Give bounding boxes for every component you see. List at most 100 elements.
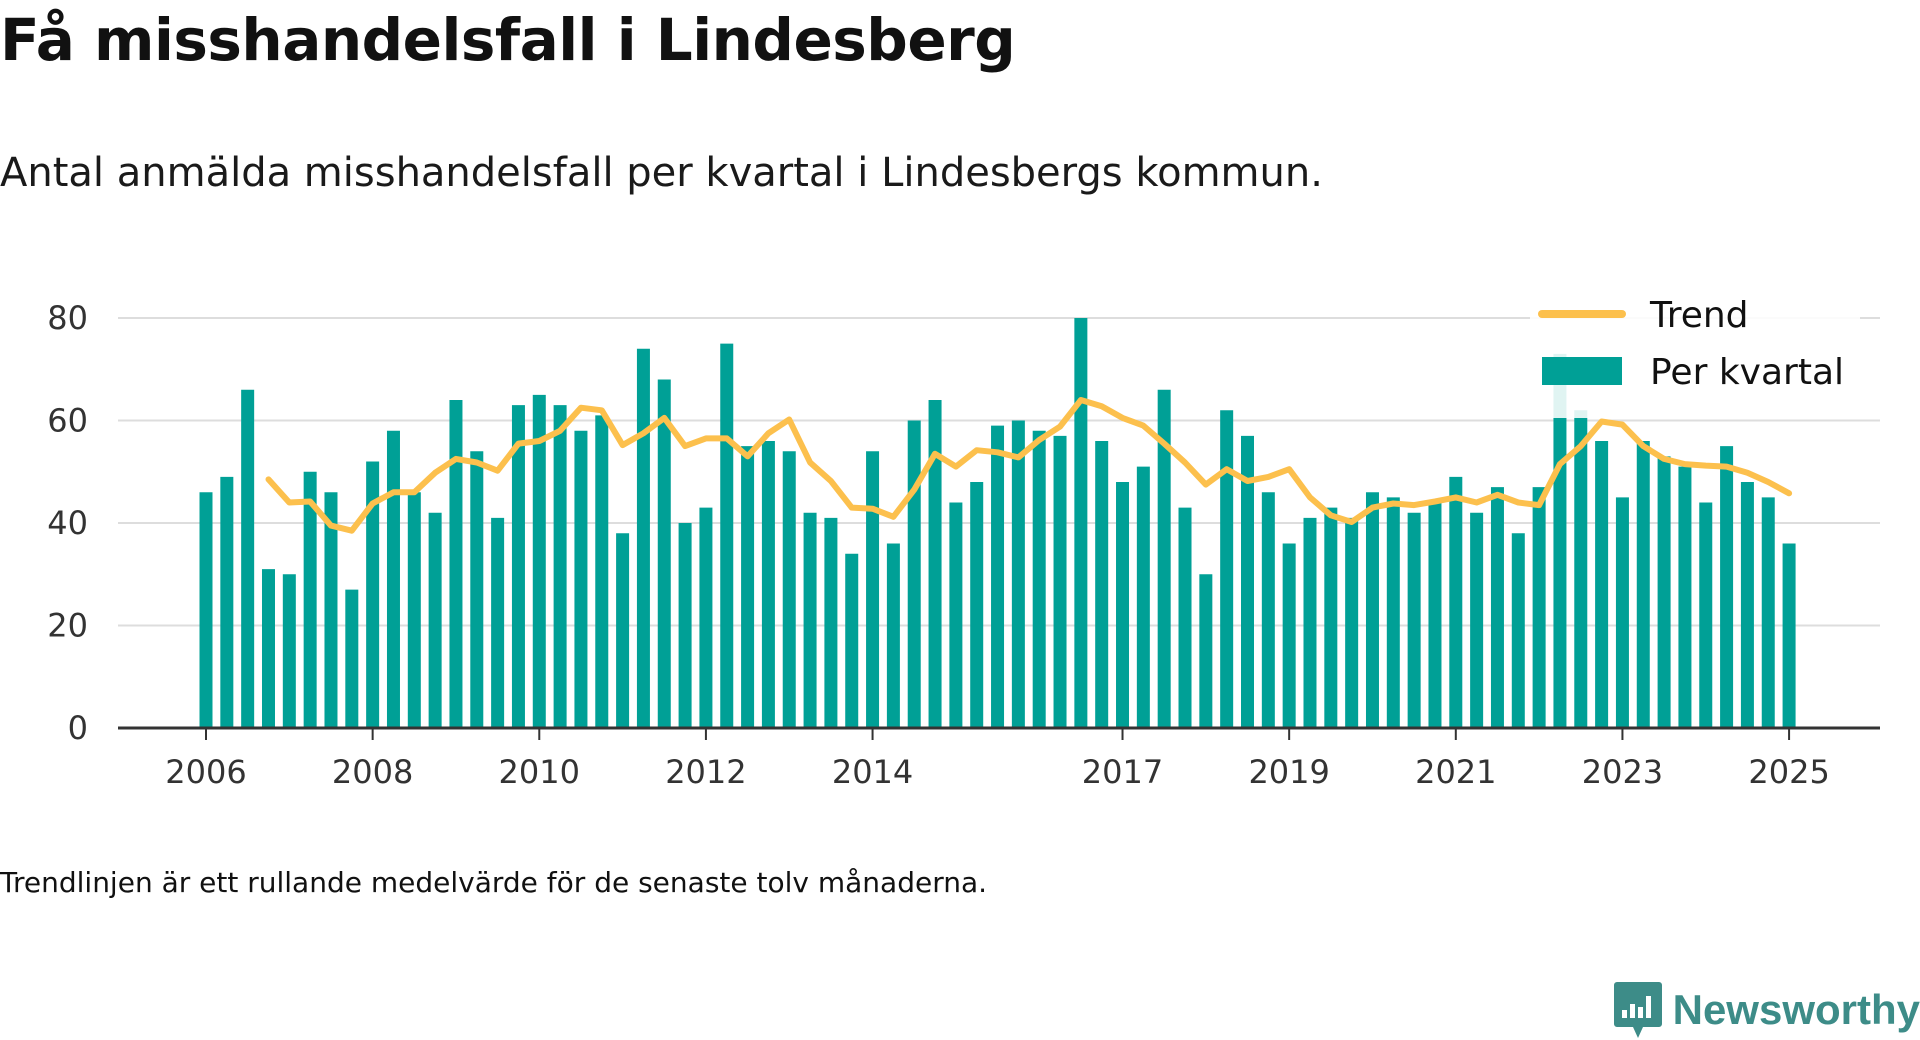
bar: [636, 348, 650, 728]
bar: [991, 425, 1005, 728]
bar: [199, 492, 213, 728]
bar: [907, 420, 921, 728]
x-tick-label: 2019: [1248, 753, 1329, 791]
bar: [1490, 487, 1504, 728]
bar: [1011, 420, 1025, 728]
bar: [1053, 435, 1067, 728]
bar: [1740, 482, 1754, 728]
bar: [782, 451, 796, 728]
bar: [1157, 389, 1171, 728]
bar: [407, 492, 421, 728]
bar: [616, 533, 630, 728]
footnote: Trendlinjen är ett rullande medelvärde f…: [0, 866, 988, 899]
bar: [1782, 543, 1796, 728]
bar: [1428, 502, 1442, 728]
bar: [1303, 517, 1317, 728]
bar: [1615, 497, 1629, 728]
bar: [1407, 512, 1421, 728]
y-tick-label: 80: [47, 299, 88, 337]
bar: [303, 471, 317, 728]
bar: [928, 400, 942, 728]
y-tick-label: 0: [68, 709, 88, 747]
bar: [1074, 318, 1088, 728]
bar: [1324, 507, 1338, 728]
bar: [345, 589, 359, 728]
bar: [1678, 466, 1692, 728]
bar: [1261, 492, 1275, 728]
bar: [1532, 487, 1546, 728]
bar: [595, 415, 609, 728]
bar: [949, 502, 963, 728]
bar: [1220, 410, 1234, 728]
bar: [428, 512, 442, 728]
bar: [1657, 456, 1671, 728]
bar: [1136, 466, 1150, 728]
bar: [574, 430, 588, 728]
bar: [803, 512, 817, 728]
x-tick-label: 2010: [499, 753, 580, 791]
legend-trend-label: Trend: [1649, 295, 1749, 336]
bar: [261, 569, 275, 728]
x-tick-label: 2008: [332, 753, 413, 791]
bar: [1761, 497, 1775, 728]
bar: [366, 461, 380, 728]
bar: [1178, 507, 1192, 728]
bar: [1595, 441, 1609, 728]
bar: [1345, 517, 1359, 728]
legend-per-kvartal-swatch: [1542, 357, 1622, 385]
bar: [532, 394, 546, 728]
bar: [1095, 441, 1109, 728]
line-series-trend: [265, 397, 1793, 534]
bar: [1386, 497, 1400, 728]
bar: [1116, 482, 1130, 728]
bar: [1199, 574, 1213, 728]
bar: [824, 517, 838, 728]
bar: [1720, 446, 1734, 728]
y-tick-label: 60: [47, 402, 88, 440]
y-tick-label: 20: [47, 607, 88, 645]
bar: [220, 476, 234, 728]
bar: [720, 343, 734, 728]
bar: [1449, 476, 1463, 728]
x-tick-label: 2006: [165, 753, 246, 791]
newsworthy-logo-icon: [1613, 982, 1662, 1038]
bar: [241, 389, 255, 728]
axes: 0 20 40 60 80 2006 2008 2010 2012 2014 2017 2019 202…: [47, 299, 1880, 791]
bar: [1282, 543, 1296, 728]
bar: [553, 405, 567, 728]
x-tick-label: 2021: [1415, 753, 1496, 791]
bar: [386, 430, 400, 728]
x-tick-label: 2014: [832, 753, 913, 791]
bar: [1699, 502, 1713, 728]
x-tick-label: 2012: [665, 753, 746, 791]
bar: [678, 523, 692, 728]
chart-title: Få misshandelsfall i Lindesberg: [0, 6, 1016, 74]
x-tick-label: 2025: [1748, 753, 1829, 791]
bar: [1511, 533, 1525, 728]
bar: [886, 543, 900, 728]
bar: [970, 482, 984, 728]
chart-svg: 0 20 40 60 80 2006 2008 2010 2012 2014 2017 2019 202…: [47, 295, 1880, 791]
bar: [324, 492, 338, 728]
bar: [1470, 512, 1484, 728]
y-tick-label: 40: [47, 504, 88, 542]
brand-logo: Newsworthy: [1613, 980, 1920, 1040]
bar: [491, 517, 505, 728]
bar: [282, 574, 296, 728]
chart-subtitle: Antal anmälda misshandelsfall per kvarta…: [0, 150, 1323, 196]
bar: [511, 405, 525, 728]
bar: [1636, 441, 1650, 728]
brand-name: Newsworthy: [1672, 986, 1920, 1033]
bar: [1365, 492, 1379, 728]
bar: [761, 441, 775, 728]
bar: [470, 451, 484, 728]
bar: [1574, 410, 1588, 728]
bar: [1032, 430, 1046, 728]
bar: [866, 451, 880, 728]
x-tick-label: 2017: [1082, 753, 1163, 791]
bar: [657, 379, 671, 728]
bar: [1241, 435, 1254, 728]
bar: [1553, 353, 1567, 728]
x-tick-label: 2023: [1582, 753, 1663, 791]
bar: [741, 446, 755, 728]
